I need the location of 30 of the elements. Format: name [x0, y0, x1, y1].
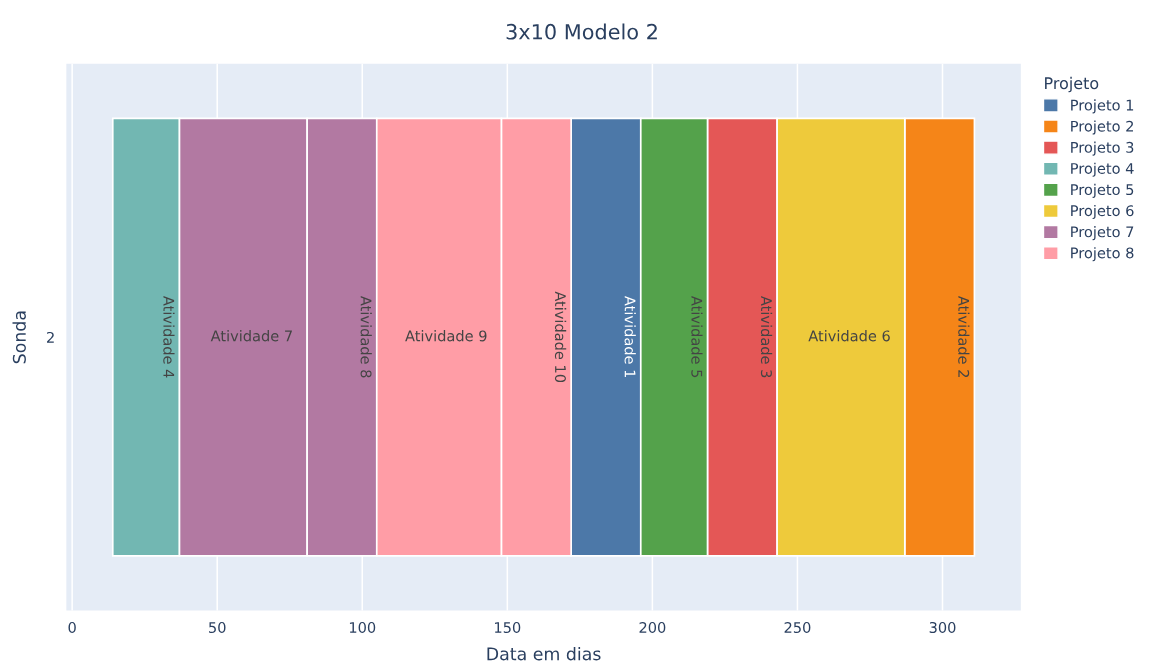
data-label: Atividade 5 [691, 296, 703, 378]
x-tick-label: 50 [209, 621, 226, 634]
legend-label: Projeto 4 [1071, 162, 1134, 177]
legend-label: Projeto 2 [1071, 120, 1133, 135]
legend-label: Projeto 5 [1071, 183, 1134, 198]
x-tick-label: 0 [68, 621, 76, 634]
y-tick-label: 2 [47, 331, 54, 343]
data-label: Atividade 4 [163, 296, 175, 378]
legend-label: Projeto 3 [1071, 141, 1134, 156]
data-label: Atividade 10 [554, 291, 567, 383]
chart-title: 3x10 Modelo 2 [506, 23, 657, 40]
x-tick-label: 100 [349, 621, 376, 634]
x-axis-title: Data em dias [487, 646, 601, 661]
data-label: Atividade 7 [210, 330, 292, 342]
legend-label: Projeto 6 [1071, 204, 1134, 220]
data-label: Atividade 1 [624, 296, 636, 378]
data-label: Atividade 9 [405, 330, 487, 342]
data-label: Atividade 3 [760, 296, 773, 378]
legend-label: Projeto 8 [1071, 247, 1134, 262]
data-label: Atividade 2 [958, 296, 970, 377]
x-tick-label: 150 [495, 621, 521, 634]
data-label: Atividade 6 [808, 330, 890, 342]
legend-label: Projeto 1 [1071, 99, 1134, 114]
data-label: Atividade 8 [360, 296, 372, 378]
y-axis-title: Sonda [12, 311, 26, 364]
legend-title: Projeto [1045, 76, 1099, 93]
x-tick-label: 250 [784, 621, 811, 634]
x-tick-label: 300 [929, 621, 956, 634]
legend-label: Projeto 7 [1071, 226, 1134, 241]
x-tick-label: 200 [639, 621, 666, 634]
